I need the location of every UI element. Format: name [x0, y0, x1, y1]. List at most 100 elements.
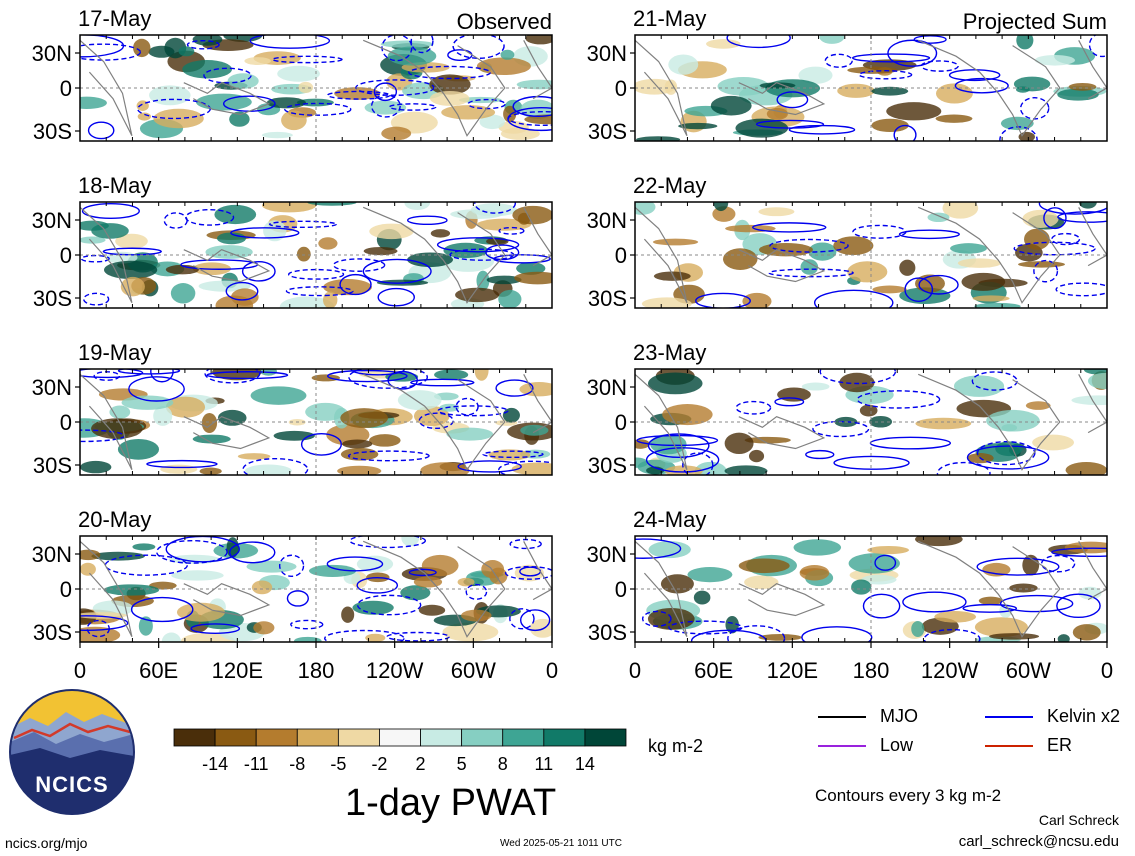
kelvin-contour — [356, 577, 399, 594]
lon-tick-label: 60W — [1006, 658, 1051, 683]
author-email[interactable]: carl_schreck@ncsu.edu — [958, 833, 1119, 850]
pwat-anomaly-shade — [488, 449, 531, 461]
pwat-anomaly-shade — [861, 574, 897, 585]
pwat-anomaly-shade — [450, 209, 503, 220]
pwat-anomaly-shade — [911, 620, 925, 637]
continent-outline — [738, 82, 826, 116]
kelvin-contour — [976, 440, 1036, 466]
kelvin-contour — [636, 434, 719, 447]
lon-tick-label: 60W — [451, 658, 496, 683]
kelvin-contour — [1043, 207, 1067, 230]
lat-tick-label: 0 — [615, 577, 627, 602]
kelvin-contour — [81, 202, 140, 219]
lon-tick-label: 60E — [694, 658, 733, 683]
colorbar-tick-label: 11 — [534, 754, 553, 774]
site-link[interactable]: ncics.org/mjo — [5, 835, 88, 851]
continent-outline — [917, 39, 1061, 137]
lat-tick-label: 30N — [587, 542, 627, 567]
lon-tick-label: 180 — [298, 658, 335, 683]
continent-outline — [635, 39, 688, 136]
kelvin-contour — [332, 258, 386, 272]
lat-tick-label: 0 — [60, 577, 72, 602]
pwat-anomaly-shade — [352, 600, 394, 615]
continent-outline — [362, 373, 506, 471]
pwat-anomaly-shade — [759, 82, 796, 89]
kelvin-contour — [286, 590, 309, 607]
kelvin-contour — [936, 461, 991, 475]
lon-tick-label: 0 — [546, 658, 558, 683]
pwat-anomaly-shade — [974, 302, 1021, 308]
panel-date: 23-May — [633, 340, 706, 365]
pwat-anomaly-shade — [341, 606, 355, 623]
map-panel: 17-May Observed 30N 0 30S — [32, 6, 553, 144]
panel-date: 20-May — [78, 507, 151, 532]
kelvin-contour — [80, 615, 129, 631]
pwat-anomaly-shade — [886, 102, 942, 121]
colorbar-tick-label: -11 — [244, 754, 269, 774]
pwat-anomaly-shade — [641, 297, 692, 308]
pwat-anomaly-shade — [693, 590, 711, 605]
kelvin-contour — [735, 400, 772, 415]
continent-outline — [362, 206, 506, 304]
lon-tick-label: 120E — [212, 658, 263, 683]
kelvin-contour — [87, 121, 115, 140]
kelvin-contour — [437, 405, 509, 417]
pwat-anomaly-shade — [777, 387, 811, 402]
kelvin-contour — [507, 111, 552, 127]
kelvin-contour — [641, 610, 672, 627]
pwat-anomaly-shade — [694, 461, 727, 475]
pwat-anomaly-shade — [229, 111, 250, 127]
pwat-anomaly-shade — [972, 295, 1010, 302]
legend-kelvin-swatch — [985, 716, 1033, 718]
lon-tick-label: 120W — [921, 658, 979, 683]
lat-tick-label: 0 — [60, 76, 72, 101]
pwat-anomaly-shade — [872, 285, 907, 294]
kelvin-contour — [1033, 259, 1059, 283]
pwat-anomaly-shade — [635, 136, 681, 141]
pwat-anomaly-shade — [758, 207, 795, 217]
pwat-anomaly-shade — [915, 417, 972, 430]
pwat-anomaly-shade — [160, 464, 198, 474]
pwat-anomaly-shade — [237, 453, 271, 460]
kelvin-contour — [249, 35, 331, 49]
kelvin-contour — [948, 69, 1001, 82]
kelvin-contour — [80, 369, 144, 379]
pwat-anomaly-shade — [1009, 583, 1038, 593]
kelvin-contour — [813, 289, 894, 308]
kelvin-contour — [287, 268, 345, 280]
pwat-anomaly-shade — [342, 439, 373, 449]
kelvin-contour — [241, 260, 276, 282]
kelvin-contour — [242, 457, 309, 475]
continent-outline — [917, 373, 1061, 471]
continent-outline — [738, 249, 826, 283]
pwat-anomaly-shade — [192, 434, 231, 444]
pwat-anomaly-shade — [279, 296, 335, 308]
kelvin-contour — [268, 220, 338, 229]
pwat-anomaly-shade — [524, 114, 552, 125]
pwat-anomaly-shade — [192, 35, 223, 46]
column-label: Observed — [457, 9, 552, 34]
pwat-anomaly-shade — [149, 85, 191, 106]
pwat-anomaly-shade — [713, 202, 729, 212]
pwat-anomaly-shade — [687, 567, 733, 583]
pwat-anomaly-shade — [511, 462, 552, 475]
pwat-anomaly-shade — [1072, 624, 1101, 641]
kelvin-contour — [347, 450, 430, 462]
kelvin-contour — [726, 35, 791, 49]
colorbar-tick-label: -14 — [202, 754, 228, 774]
colorbar-swatch — [461, 728, 504, 747]
kelvin-contour — [348, 369, 428, 389]
pwat-anomaly-shade — [953, 375, 1005, 397]
pwat-anomaly-shade — [986, 409, 1040, 432]
pwat-anomaly-shade — [758, 633, 802, 641]
ncics-logo — [10, 690, 134, 814]
kelvin-contour — [373, 82, 398, 102]
kelvin-contour — [406, 215, 448, 226]
pwat-anomaly-shade — [115, 233, 148, 249]
pwat-anomaly-shade — [1078, 202, 1097, 209]
pwat-anomaly-shade — [1032, 434, 1075, 451]
kelvin-contour — [278, 554, 305, 578]
